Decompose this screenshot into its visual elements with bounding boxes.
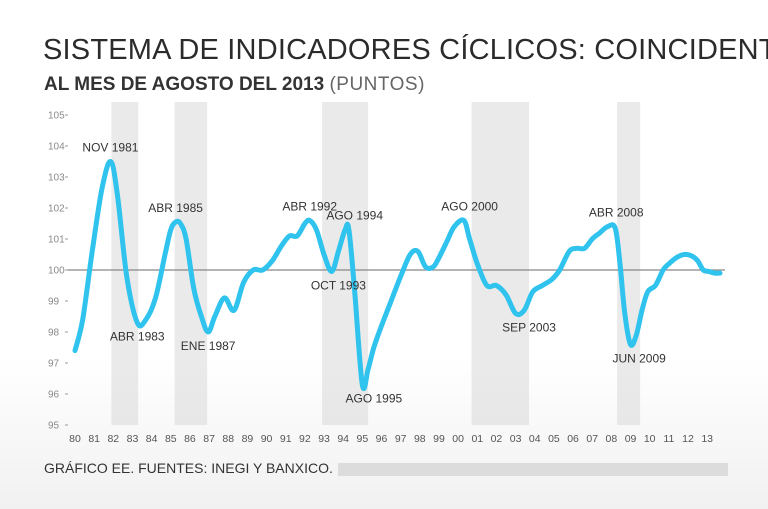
- y-tick-label: 97: [48, 359, 60, 370]
- annotation-label: AGO 1994: [326, 209, 383, 223]
- x-tick-label: 11: [663, 433, 674, 445]
- x-tick-label: 89: [242, 433, 254, 445]
- x-tick-label: 83: [127, 433, 139, 445]
- x-tick-label: 82: [107, 433, 119, 445]
- annotation-label: ABR 2008: [589, 206, 644, 220]
- x-tick-label: 88: [222, 433, 234, 445]
- x-tick-label: 80: [69, 433, 81, 445]
- x-tick-label: 90: [261, 433, 273, 445]
- x-tick-label: 95: [357, 433, 369, 445]
- x-tick-label: 96: [376, 433, 388, 445]
- annotation-label: ABR 1985: [148, 201, 203, 215]
- annotation-label: JUN 2009: [612, 351, 666, 365]
- series-line: [72, 159, 723, 392]
- x-tick-label: 01: [471, 433, 483, 445]
- recession-bands: [111, 102, 641, 425]
- y-tick-label: 101: [48, 235, 65, 246]
- annotations: NOV 1981 ABR 1983 ABR 1985 ENE 1987 ABR 1992…: [82, 141, 666, 406]
- x-axis: 80 81 82 83 84 85 86 87 88 89 90 91 92 93 94 95 96 97 98 99…: [69, 433, 713, 445]
- x-tick-label: 91: [280, 433, 292, 445]
- y-tick-label: 98: [48, 328, 60, 339]
- x-tick-label: 07: [586, 433, 598, 445]
- x-tick-label: 92: [299, 433, 311, 445]
- x-tick-label: 97: [395, 433, 407, 445]
- x-tick-label: 03: [510, 433, 522, 445]
- x-tick-label: 93: [318, 433, 330, 445]
- y-tick-label: 105: [48, 111, 65, 122]
- annotation-label: AGO 2000: [441, 199, 498, 213]
- y-tick-label: 96: [48, 390, 60, 401]
- x-tick-label: 81: [88, 433, 100, 445]
- x-tick-label: 08: [606, 433, 618, 445]
- x-tick-label: 85: [165, 433, 177, 445]
- x-tick-label: 06: [567, 433, 579, 445]
- subtitle-units: (PUNTOS): [329, 74, 425, 95]
- chart-title: SISTEMA DE INDICADORES CÍCLICOS: COINCID…: [43, 34, 768, 66]
- x-tick-label: 00: [452, 433, 464, 445]
- subtitle-period: AL MES DE AGOSTO DEL 2013: [44, 74, 325, 95]
- x-tick-label: 02: [491, 433, 503, 445]
- source-footer: GRÁFICO EE. FUENTES: INEGI Y BANXICO.: [44, 460, 333, 476]
- footer-decoration: [338, 463, 728, 476]
- x-tick-label: 86: [184, 433, 196, 445]
- x-tick-label: 09: [625, 433, 637, 445]
- annotation-label: NOV 1981: [82, 141, 138, 155]
- x-tick-label: 87: [203, 433, 215, 445]
- y-tick-label: 103: [48, 173, 65, 184]
- y-tick-label: 100: [48, 266, 65, 277]
- annotation-label: ABR 1992: [282, 199, 337, 213]
- y-tick-label: 102: [48, 204, 65, 215]
- annotation-label: OCT 1993: [311, 279, 366, 293]
- annotation-label: AGO 1995: [345, 392, 402, 406]
- y-axis: 95 96 97 98 99 100 101 102 103 104 105: [48, 111, 68, 432]
- y-tick-label: 95: [48, 421, 60, 432]
- x-tick-label: 04: [529, 433, 541, 445]
- x-tick-label: 10: [644, 433, 656, 445]
- y-tick-label: 104: [48, 142, 65, 153]
- x-tick-label: 99: [433, 433, 445, 445]
- annotation-label: SEP 2003: [502, 320, 556, 334]
- x-tick-label: 12: [682, 433, 694, 445]
- annotation-label: ABR 1983: [110, 330, 165, 344]
- x-tick-label: 13: [701, 433, 713, 445]
- recession-band-3: [471, 102, 530, 425]
- x-tick-label: 05: [548, 433, 560, 445]
- annotation-label: ENE 1987: [181, 339, 236, 353]
- x-tick-label: 84: [146, 433, 158, 445]
- chart-subtitle: AL MES DE AGOSTO DEL 2013 (PUNTOS): [44, 74, 425, 96]
- x-tick-label: 98: [414, 433, 426, 445]
- y-tick-label: 99: [48, 297, 60, 308]
- x-tick-label: 94: [337, 433, 349, 445]
